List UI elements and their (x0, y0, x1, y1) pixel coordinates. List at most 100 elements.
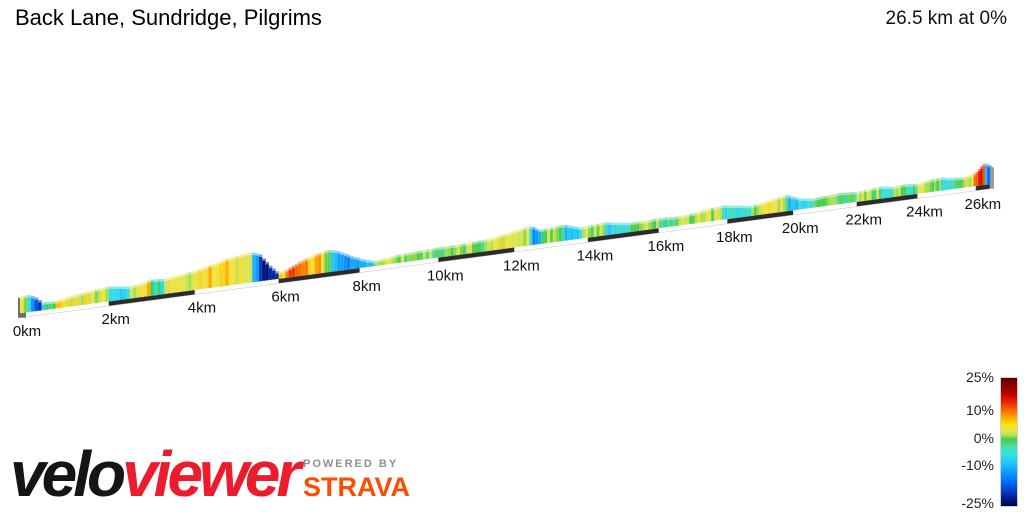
elevation-bar-top (689, 214, 693, 217)
elevation-bar (181, 273, 186, 292)
elevation-bar-top (381, 258, 386, 262)
velo-wordmark: velo (10, 438, 126, 510)
elevation-bar (153, 279, 158, 296)
km-label: 18km (716, 229, 753, 246)
elevation-bar-top (856, 191, 860, 194)
elevation-bar-top (48, 301, 53, 305)
elevation-bar-top (372, 261, 376, 264)
veloviewer-logo[interactable]: veloviewer (10, 442, 301, 506)
elevation-bar-top (295, 263, 299, 266)
elevation-bar-top (532, 227, 536, 230)
elevation-bar-top (727, 205, 731, 208)
elevation-bar-top (304, 258, 309, 262)
elevation-bar-top (980, 166, 983, 169)
elevation-bar-top (700, 211, 704, 214)
elevation-bar-top (713, 207, 717, 210)
elevation-bar-top (602, 222, 606, 226)
elevation-bar (535, 228, 539, 245)
legend-tick-label: 10% (965, 402, 994, 418)
legend-tick-label: 0% (973, 430, 994, 446)
elevation-bar-top (934, 178, 937, 182)
elevation-bar (564, 224, 569, 241)
elevation-bar-top (910, 184, 914, 187)
page-title: Back Lane, Sundridge, Pilgrims (15, 5, 322, 30)
elevation-bar-top (502, 234, 506, 237)
elevation-bar-top (444, 246, 448, 249)
elevation-bar-top (705, 209, 709, 212)
elevation-bar-top (801, 198, 804, 201)
elevation-bar-top (703, 210, 707, 213)
elevation-bar-top (826, 195, 830, 198)
elevation-bar (198, 268, 203, 290)
legend-tick-label: -10% (961, 457, 994, 473)
elevation-bar-top (764, 201, 768, 205)
elevation-bar (558, 225, 563, 242)
elevation-bar-top (989, 165, 991, 169)
elevation-bar-top (861, 190, 865, 193)
elevation-bar-top (171, 276, 175, 280)
elevation-bar-top (735, 205, 739, 209)
elevation-bar-top (793, 197, 797, 200)
elevation-bar-top (883, 186, 887, 190)
elevation-bar-top (593, 224, 597, 227)
elevation-bar-top (66, 297, 71, 300)
strava-logo[interactable]: POWERED BY STRAVA (303, 458, 410, 503)
elevation-bar-top (529, 226, 533, 229)
elevation-bar (320, 251, 325, 274)
elevation-bar-top (780, 196, 784, 199)
elevation-bar-top (772, 198, 776, 202)
km-label: 2km (102, 311, 130, 328)
elevation-bar (241, 254, 246, 284)
elevation-bar-top (181, 273, 186, 277)
elevation-bar-top (576, 227, 580, 230)
elevation-bar-top (751, 205, 755, 208)
elevation-bar-top (864, 190, 867, 193)
elevation-bar-top (912, 183, 916, 187)
elevation-bar-top (585, 226, 589, 229)
elevation-bar-top (610, 222, 615, 225)
elevation-bar-top (683, 215, 687, 218)
elevation-bar-top (672, 217, 676, 220)
elevation-bar-top (656, 218, 660, 221)
elevation-bar-top (301, 260, 306, 263)
km-label: 4km (188, 300, 216, 317)
elevation-bar-top (836, 193, 840, 196)
elevation-bar-top (732, 205, 736, 209)
elevation-bar-top (907, 184, 911, 187)
elevation-bar (19, 296, 25, 314)
elevation-bar-top (330, 250, 335, 253)
elevation-bar-top (582, 226, 586, 230)
elevation-bar (238, 254, 243, 285)
elevation-bar-top (340, 252, 345, 255)
elevation-bar-top (242, 254, 246, 257)
elevation-bar (517, 229, 521, 248)
elevation-bar-top (567, 225, 571, 228)
elevation-bar-top (893, 186, 897, 190)
elevation-bar-top (898, 185, 902, 188)
elevation-bar-top (232, 256, 236, 260)
elevation-bar-top (973, 172, 977, 176)
elevation-bar-top (966, 176, 970, 179)
elevation-bar-top (52, 301, 57, 304)
elevation-bar-top (311, 255, 315, 259)
elevation-bar-top (359, 258, 364, 262)
elevation-bar-top (605, 222, 609, 225)
elevation-bar-top (475, 241, 479, 244)
elevation-bar-top (62, 298, 67, 301)
elevation-bar-top (112, 286, 117, 289)
elevation-bar-top (394, 255, 399, 258)
elevation-bar-top (653, 219, 657, 222)
km-label: 0km (13, 323, 41, 340)
elevation-bar (225, 258, 230, 286)
elevation-bar-top (922, 182, 925, 185)
elevation-bar-top (818, 197, 822, 200)
elevation-bar-top (321, 251, 325, 255)
elevation-bar-top (469, 242, 473, 245)
elevation-bar-top (275, 271, 279, 274)
elevation-bar-top (115, 286, 120, 289)
elevation-bar-top (391, 256, 395, 259)
elevation-bar-top (785, 195, 789, 198)
elevation-bar-top (767, 200, 771, 204)
elevation-bar-top (526, 227, 530, 230)
elevation-bar-top (900, 185, 904, 188)
